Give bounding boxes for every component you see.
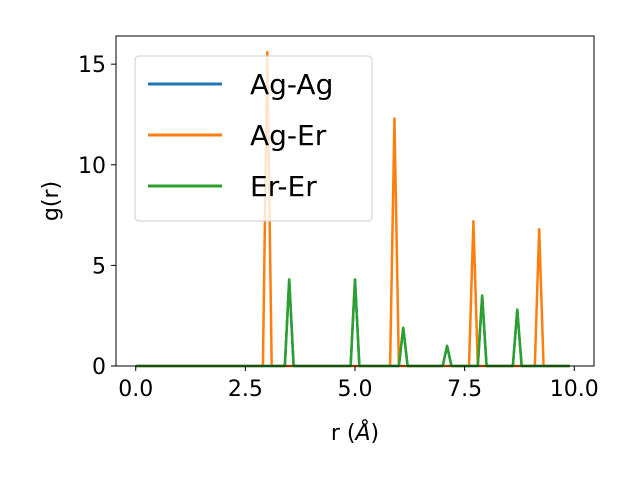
x-tick-label: 2.5 bbox=[228, 377, 263, 402]
legend-label-ag-er: Ag-Er bbox=[250, 119, 327, 152]
y-tick-label: 10 bbox=[78, 154, 106, 179]
y-axis: 0 5 10 15 bbox=[78, 53, 116, 380]
x-tick-label: 7.5 bbox=[447, 377, 482, 402]
x-tick-label: 5.0 bbox=[338, 377, 373, 402]
legend-box bbox=[134, 55, 373, 222]
legend-label-er-er: Er-Er bbox=[250, 170, 317, 203]
x-tick-label: 10.0 bbox=[550, 377, 599, 402]
legend-label-ag-ag: Ag-Ag bbox=[250, 68, 333, 101]
y-tick-label: 5 bbox=[92, 254, 106, 279]
x-axis-label: r (Å) bbox=[331, 419, 379, 446]
y-tick-label: 15 bbox=[78, 53, 106, 78]
x-tick-label: 0.0 bbox=[118, 377, 153, 402]
legend: Ag-Ag Ag-Er Er-Er bbox=[134, 55, 373, 222]
y-tick-label: 0 bbox=[92, 355, 106, 380]
x-axis: 0.0 2.5 5.0 7.5 10.0 bbox=[118, 366, 599, 402]
y-axis-label: g(r) bbox=[39, 181, 64, 221]
